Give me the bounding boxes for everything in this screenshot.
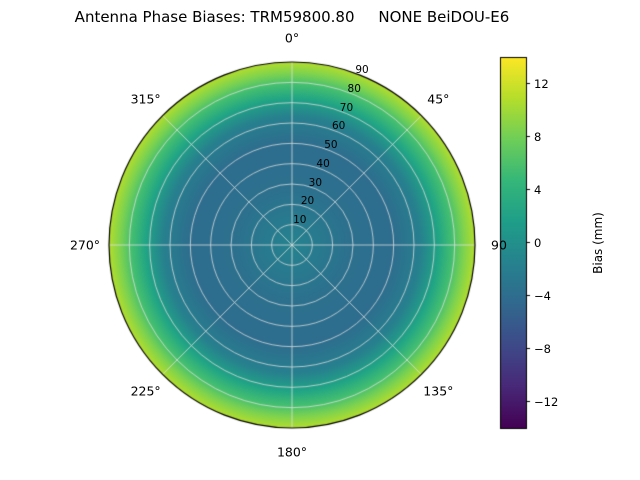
radial-tick-label: 80 <box>347 82 361 95</box>
radial-tick-label: 90 <box>355 63 369 76</box>
colorbar-tick-label: −4 <box>534 288 551 303</box>
radial-tick-label: 40 <box>316 157 330 170</box>
radial-tick-label: 50 <box>324 139 338 152</box>
radial-tick-label: 20 <box>300 195 315 208</box>
radial-tick-label: 10 <box>293 214 307 227</box>
angular-tick-label: 45° <box>427 91 450 107</box>
radial-tick-label: 60 <box>331 120 346 133</box>
colorbar-tick-label: 0 <box>534 235 542 250</box>
angular-tick-label: 270° <box>69 237 101 253</box>
colorbar-tick-label: 4 <box>534 182 542 197</box>
angular-tick-label: 135° <box>423 383 454 399</box>
angular-tick-label: 90 <box>491 237 507 253</box>
colorbar-tick-label: −12 <box>534 394 559 409</box>
colorbar-tick-label: 8 <box>534 129 542 144</box>
radial-tick-label: 70 <box>339 101 354 114</box>
colorbar-tick-label: 12 <box>534 76 549 91</box>
angular-tick-label: 0° <box>284 30 300 46</box>
colorbar-tick-label: −8 <box>534 341 551 356</box>
colorbar-axis-label: Bias (mm) <box>591 212 605 274</box>
chart-title: Antenna Phase Biases: TRM59800.80 NONE B… <box>74 8 510 26</box>
radial-tick-label: 30 <box>308 176 323 189</box>
angular-tick-label: 315° <box>130 91 161 107</box>
angular-tick-label: 225° <box>130 383 161 399</box>
angular-tick-label: 180° <box>276 444 308 460</box>
